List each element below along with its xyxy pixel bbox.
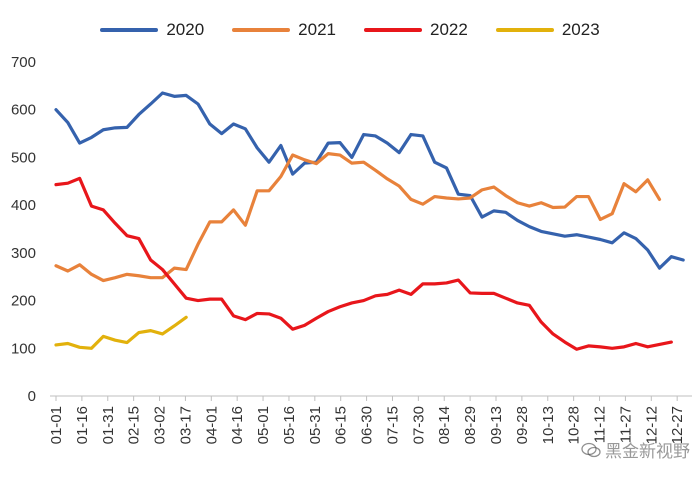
wechat-icon [581,442,601,457]
legend-item-2022: 2022 [364,20,468,40]
x-tick-label: 03-02 [152,406,169,444]
legend-item-2023: 2023 [495,20,600,40]
series-line-2022 [54,176,673,351]
x-tick-label: 05-01 [255,406,272,444]
x-tick-label: 08-14 [436,406,453,444]
x-tick-label: 05-31 [307,406,324,444]
y-tick-label: 500 [11,149,36,166]
legend: 2020 2021 2022 2023 [0,20,700,40]
legend-swatch-2022 [364,28,422,32]
legend-swatch-2020 [100,28,159,32]
x-tick-label: 11-27 [617,406,634,443]
y-axis: 0 100 200 300 400 500 600 700 [11,54,36,405]
y-tick-label: 0 [28,388,36,405]
y-tick-label: 100 [11,340,36,357]
x-tick-label: 04-01 [203,406,220,444]
legend-swatch-2021 [232,28,291,32]
legend-item-2021: 2021 [232,20,336,40]
x-tick-label: 02-15 [126,406,143,444]
y-tick-label: 400 [11,197,36,214]
series-line-2021 [54,152,662,283]
x-tick-label: 11-12 [592,406,609,443]
y-tick-label: 600 [11,102,36,119]
x-tick-label: 10-13 [540,406,557,444]
x-tick-label: 04-16 [229,406,246,444]
x-tick-label: 12-12 [643,406,660,444]
x-tick-label: 01-31 [100,406,117,444]
x-axis: 01-01 01-16 01-31 02-15 03-02 03-17 04-01 04-16… [48,395,692,444]
x-tick-label: 03-17 [177,406,194,444]
legend-swatch-2023 [495,28,554,32]
watermark-text: 黑金新视野 [605,442,690,462]
x-tick-label: 01-01 [48,406,65,444]
x-tick-label: 10-28 [566,406,583,444]
x-tick-label: 09-13 [488,406,505,444]
x-tick-label: 06-30 [359,406,376,444]
legend-item-2020: 2020 [100,20,204,40]
legend-label-2022: 2022 [430,20,468,39]
watermark: 黑金新视野 [581,437,690,462]
x-tick-label: 09-28 [514,406,531,444]
series-line-2023 [54,315,188,350]
y-tick-label: 200 [11,293,36,310]
series-line-2020 [54,91,685,270]
x-tick-label: 07-15 [384,406,401,444]
series-lines [54,91,685,351]
legend-label-2023: 2023 [561,20,600,39]
legend-label-2021: 2021 [298,20,336,39]
x-tick-label: 08-29 [462,406,479,444]
y-tick-label: 700 [11,54,36,71]
x-tick-label: 06-15 [333,406,350,444]
y-tick-label: 300 [11,245,36,262]
x-tick-label: 07-30 [410,406,427,444]
legend-label-2020: 2020 [166,20,205,39]
x-tick-label: 12-27 [669,406,686,444]
x-tick-label: 05-16 [281,406,298,444]
x-tick-label: 01-16 [74,406,91,444]
